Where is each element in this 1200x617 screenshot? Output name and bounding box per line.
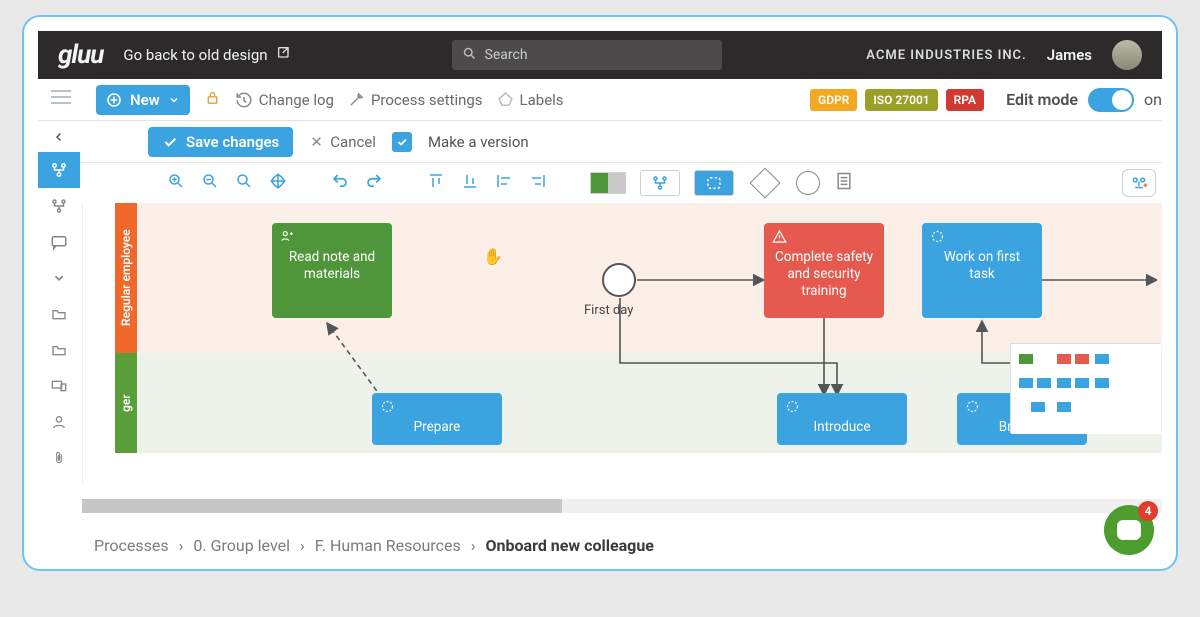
rail-devices-icon[interactable]: [38, 368, 80, 404]
rail-folder1-icon[interactable]: [38, 296, 80, 332]
undo-icon[interactable]: [330, 172, 350, 195]
node-warning-icon: [772, 229, 787, 250]
make-version-label: Make a version: [428, 133, 529, 151]
node-cycle-icon: [785, 399, 800, 420]
old-design-link[interactable]: Go back to old design: [123, 45, 291, 65]
node-cycle-icon: [380, 399, 395, 420]
align-bottom-icon[interactable]: [460, 172, 480, 195]
badge-gdpr[interactable]: GDPR: [810, 89, 857, 111]
cancel-label: Cancel: [330, 133, 376, 151]
horizontal-scrollbar[interactable]: [82, 499, 1162, 513]
old-design-label: Go back to old design: [123, 46, 267, 64]
save-bar: Save changes Cancel Make a version: [38, 121, 1162, 163]
task-node[interactable]: Read note and materials: [272, 223, 392, 318]
chat-unread-badge: 4: [1138, 501, 1158, 521]
avatar[interactable]: [1112, 40, 1142, 70]
node-cycle-icon: [930, 229, 945, 250]
redo-icon[interactable]: [364, 172, 384, 195]
swimlane-1-label[interactable]: Regular employee: [115, 203, 137, 353]
task-node[interactable]: Work on first task: [922, 223, 1042, 318]
rail-diagram-icon[interactable]: [38, 152, 80, 188]
main-toolbar: New Change log Process settings Labels G…: [38, 79, 1162, 121]
event-label: First day: [584, 303, 633, 318]
rail-expand-icon[interactable]: [38, 260, 80, 296]
task-node[interactable]: Complete safety and security training: [764, 223, 884, 318]
shape-circle-icon[interactable]: [796, 171, 820, 195]
edit-mode-label: Edit mode: [1006, 90, 1078, 109]
left-rail: [38, 122, 80, 476]
process-settings-link[interactable]: Process settings: [348, 91, 483, 109]
scrollbar-thumb[interactable]: [82, 499, 562, 513]
breadcrumb-item[interactable]: 0. Group level: [193, 536, 290, 555]
external-link-icon: [276, 45, 292, 65]
app-frame: gluu Go back to old design Search ACME I…: [22, 15, 1178, 571]
breadcrumb-current: Onboard new colleague: [486, 536, 654, 555]
rail-attachment-icon[interactable]: [38, 440, 80, 476]
rail-person-icon[interactable]: [38, 404, 80, 440]
hamburger-icon[interactable]: [50, 89, 72, 109]
color-swatch-primary: [591, 173, 608, 193]
color-swatch-secondary: [608, 173, 625, 193]
search-input[interactable]: Search: [452, 40, 722, 70]
badge-iso27001[interactable]: ISO 27001: [865, 89, 937, 111]
canvas-toolbar: [38, 163, 1162, 203]
labels-label: Labels: [520, 91, 564, 109]
new-button-label: New: [130, 91, 160, 109]
add-element-icon[interactable]: [1122, 169, 1156, 197]
shape-document-icon[interactable]: [834, 169, 854, 197]
company-name: ACME INDUSTRIES INC.: [866, 48, 1027, 63]
logo: gluu: [58, 40, 103, 70]
swimlane-2-label[interactable]: ger: [115, 353, 137, 453]
shape-diamond-icon[interactable]: [749, 167, 780, 198]
edit-mode-toggle[interactable]: [1088, 88, 1134, 112]
zoom-out-icon[interactable]: [200, 172, 220, 195]
minimap[interactable]: [1010, 343, 1160, 433]
save-label: Save changes: [186, 133, 279, 151]
breadcrumb-item[interactable]: Processes: [94, 536, 169, 555]
save-button[interactable]: Save changes: [148, 127, 293, 157]
task-node[interactable]: Introduce: [777, 393, 907, 445]
rail-comments-icon[interactable]: [38, 224, 80, 260]
event-node[interactable]: [602, 263, 636, 297]
zoom-fit-icon[interactable]: [234, 172, 254, 195]
change-log-link[interactable]: Change log: [235, 91, 334, 109]
chat-button[interactable]: 4: [1104, 505, 1154, 555]
edit-mode-state: on: [1144, 90, 1162, 109]
breadcrumb-item[interactable]: F. Human Resources: [315, 536, 461, 555]
node-cycle-icon: [965, 399, 980, 420]
version-checkbox[interactable]: [392, 132, 412, 152]
process-canvas[interactable]: Regular employee ger ✋ Read note and mat…: [82, 203, 1162, 483]
search-icon: [462, 46, 477, 65]
color-picker[interactable]: [590, 172, 626, 194]
change-log-label: Change log: [259, 91, 334, 109]
align-top-icon[interactable]: [426, 172, 446, 195]
breadcrumb: Processes› 0. Group level› F. Human Reso…: [94, 536, 654, 555]
top-header: gluu Go back to old design Search ACME I…: [38, 31, 1162, 79]
pan-icon[interactable]: [268, 172, 288, 195]
lock-icon[interactable]: [204, 89, 221, 110]
align-left-icon[interactable]: [494, 172, 514, 195]
new-button[interactable]: New: [96, 85, 190, 115]
rail-subdiagram-icon[interactable]: [38, 188, 80, 224]
process-settings-label: Process settings: [371, 91, 483, 109]
search-placeholder: Search: [485, 47, 528, 63]
shape-subflow-icon[interactable]: [640, 170, 680, 196]
rail-collapse-icon[interactable]: [38, 122, 80, 152]
task-node[interactable]: Prepare: [372, 393, 502, 445]
rail-folder2-icon[interactable]: [38, 332, 80, 368]
labels-link[interactable]: Labels: [497, 91, 564, 109]
chat-icon: [1117, 520, 1141, 540]
node-person-icon: [280, 229, 294, 249]
cancel-button[interactable]: Cancel: [309, 133, 376, 151]
hand-cursor-icon: ✋: [483, 247, 503, 266]
shape-task-icon[interactable]: [694, 170, 734, 196]
align-right-icon[interactable]: [528, 172, 548, 195]
user-name[interactable]: James: [1047, 46, 1092, 64]
badge-rpa[interactable]: RPA: [946, 89, 984, 111]
zoom-in-icon[interactable]: [166, 172, 186, 195]
